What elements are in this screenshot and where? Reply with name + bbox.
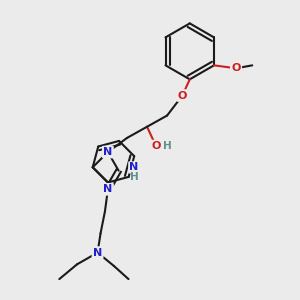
- Text: H: H: [130, 172, 139, 182]
- Text: O: O: [151, 141, 160, 151]
- Text: N: N: [129, 162, 139, 172]
- Text: H: H: [163, 141, 172, 151]
- Text: O: O: [178, 91, 187, 100]
- Text: O: O: [231, 63, 241, 73]
- Text: N: N: [103, 184, 112, 194]
- Text: N: N: [103, 147, 112, 157]
- Text: N: N: [93, 248, 102, 258]
